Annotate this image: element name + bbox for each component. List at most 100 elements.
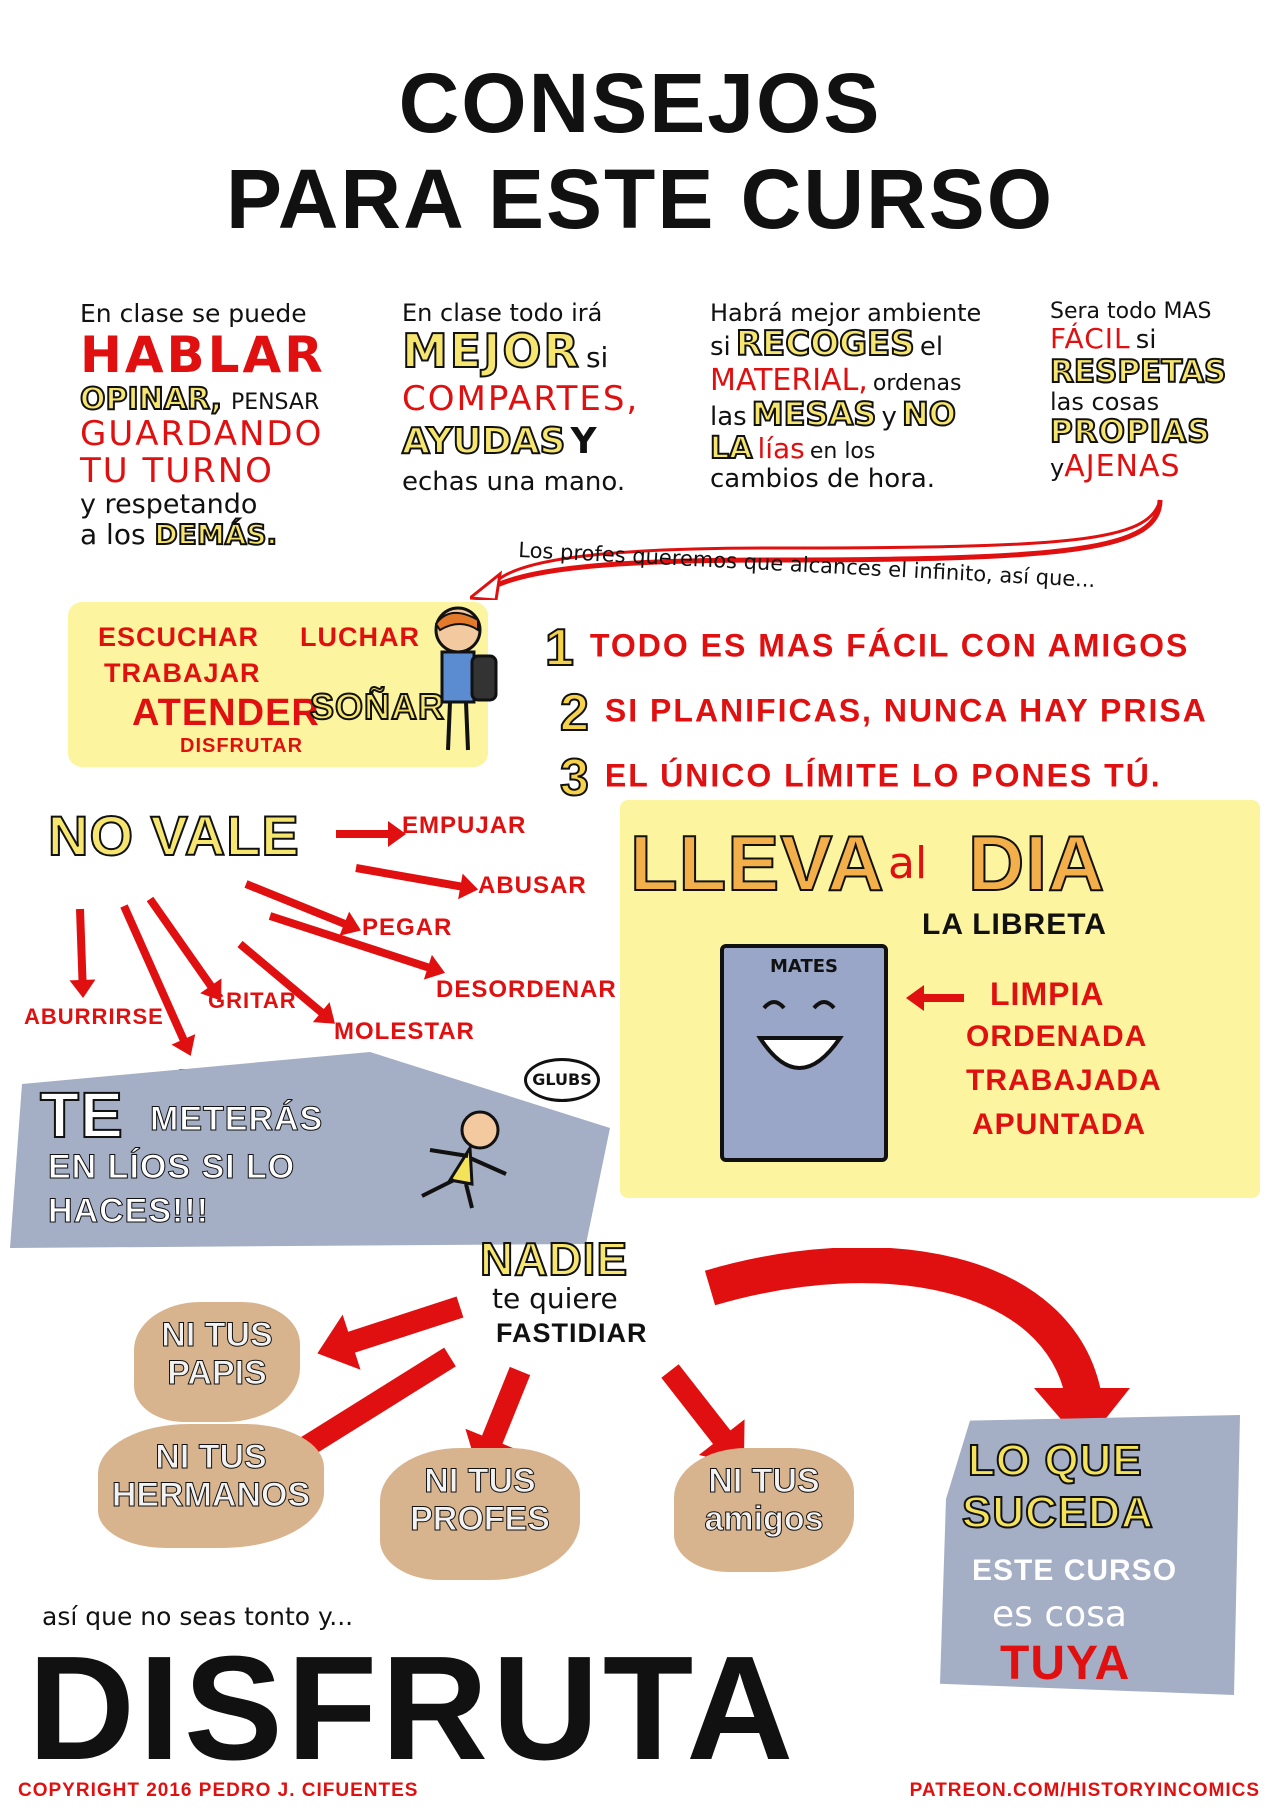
- tip-text: las cosas: [1050, 388, 1160, 417]
- rule-row: 1 TODO ES MAS FÁCIL CON AMIGOS: [544, 618, 1190, 678]
- no-vale-item: DESORDENAR: [436, 976, 617, 1003]
- blob-text: NI TUS: [424, 1462, 536, 1501]
- notebook-heading: LLEVA: [629, 818, 885, 908]
- tip-keyword: AJENAS: [1064, 448, 1181, 484]
- tip-text: y respetando: [80, 489, 258, 521]
- speech-bubble: GLUBS: [524, 1058, 600, 1102]
- notebook-quality: ORDENADA: [966, 1020, 1148, 1053]
- lo-que-text: TUYA: [1000, 1637, 1131, 1690]
- rule-number: 1: [544, 618, 576, 678]
- red-arrow-icon: [342, 1296, 464, 1355]
- footer-link[interactable]: PATREON.COM/HISTORYINCOMICS: [909, 1780, 1260, 1801]
- nadie-text: te quiere: [492, 1282, 618, 1315]
- tip-text: Sera todo MAS: [1050, 299, 1212, 324]
- big-curved-arrow-icon: [704, 1248, 1130, 1446]
- tip-keyword: MATERIAL,: [710, 362, 868, 398]
- notebook-heading: al: [888, 838, 928, 889]
- title-line-2: PARA ESTE CURSO: [225, 152, 1055, 246]
- no-vale-item: PEGAR: [362, 914, 453, 941]
- verb: LUCHAR: [300, 622, 420, 652]
- lo-que-text: ESTE CURSO: [972, 1554, 1178, 1587]
- no-vale-item: ABURRIRSE: [24, 1004, 164, 1029]
- asi-que-text: así que no seas tonto y...: [42, 1602, 354, 1631]
- rule-text: EL ÚNICO LÍMITE LO PONES TÚ.: [604, 757, 1162, 794]
- student-illustration: [434, 606, 498, 751]
- verb: ESCUCHAR: [98, 622, 260, 652]
- tip-text: Habrá mejor ambiente: [710, 299, 982, 327]
- tip-keyword: DEMÁS.: [153, 517, 278, 551]
- disfruta-heading: DISFRUTA: [28, 1626, 798, 1791]
- tip-hablar: En clase se puede HABLAR OPINAR, PENSAR …: [79, 300, 340, 551]
- verb: TRABAJAR: [104, 658, 261, 688]
- verb: DISFRUTAR: [180, 735, 304, 757]
- red-arrow-icon: [479, 1366, 531, 1450]
- tip-keyword: AYUDAS: [401, 421, 566, 463]
- tip-keyword: FÁCIL: [1050, 322, 1131, 356]
- notebook-label: MATES: [770, 956, 838, 977]
- running-kid-illustration: [421, 1110, 507, 1209]
- red-arrow-icon: [920, 994, 964, 1002]
- tip-text: ordenas: [872, 370, 962, 396]
- tip-text: PENSAR: [230, 389, 320, 415]
- notebook-quality: TRABAJADA: [966, 1064, 1162, 1097]
- tip-text: y: [1050, 453, 1065, 482]
- rule-number: 2: [559, 683, 591, 743]
- blob-text: HERMANOS: [111, 1476, 311, 1515]
- warning-text: HACES!!!: [48, 1192, 209, 1231]
- warning-text: EN LÍOS SI LO: [47, 1148, 296, 1187]
- tip-text: en los: [809, 438, 876, 464]
- footer-copyright: COPYRIGHT 2016 PEDRO J. CIFUENTES: [18, 1780, 419, 1801]
- blob-text: PROFES: [410, 1500, 551, 1539]
- curved-arrow-icon: [470, 499, 1163, 600]
- blob-amigos: NI TUS amigos: [674, 1448, 854, 1572]
- tip-text: echas una mano.: [402, 466, 626, 497]
- tip-text: si: [585, 341, 609, 375]
- tip-keyword: RESPETAS: [1049, 353, 1227, 390]
- no-vale-item: GRITAR: [208, 988, 297, 1013]
- tip-text: si: [710, 332, 731, 363]
- rule-number: 3: [559, 748, 591, 808]
- nadie-heading: NADIE: [479, 1232, 629, 1286]
- tip-text: En clase todo irá: [402, 299, 603, 327]
- lo-que-text: LO QUE: [967, 1435, 1143, 1486]
- no-vale-item: EMPUJAR: [402, 812, 527, 839]
- tip-keyword: lías: [757, 431, 805, 465]
- tip-keyword: MESAS: [751, 394, 878, 433]
- no-vale-item: ABUSAR: [478, 872, 587, 899]
- notebook-quality: APUNTADA: [972, 1108, 1147, 1141]
- blob-text: PAPIS: [167, 1354, 268, 1393]
- blob-text: NI TUS: [708, 1462, 820, 1501]
- tip-text: si: [1135, 325, 1157, 356]
- verbs-box: [68, 602, 488, 767]
- page-title: CONSEJOS PARA ESTE CURSO: [0, 55, 1280, 247]
- verb: ATENDER: [132, 692, 320, 734]
- notebook-quality: LIMPIA: [990, 976, 1105, 1012]
- rule-row: 2 SI PLANIFICAS, NUNCA HAY PRISA: [559, 683, 1208, 743]
- rule-text: TODO ES MAS FÁCIL CON AMIGOS: [589, 627, 1190, 664]
- title-line-1: CONSEJOS: [398, 56, 882, 150]
- blob-text: NI TUS: [155, 1438, 267, 1477]
- blob-profes: NI TUS PROFES: [380, 1448, 580, 1580]
- tip-keyword: LA: [709, 430, 753, 466]
- nadie-text: FASTIDIAR: [496, 1318, 648, 1348]
- lo-que-suceda-box: [940, 1415, 1240, 1695]
- tip-text: el: [919, 332, 944, 363]
- tip-mejor: En clase todo irá MEJOR si COMPARTES, AY…: [401, 299, 652, 497]
- blob-hermanos: NI TUS HERMANOS: [98, 1424, 324, 1548]
- tip-keyword: GUARDANDO: [80, 413, 324, 454]
- rule-text: SI PLANIFICAS, NUNCA HAY PRISA: [604, 692, 1208, 729]
- rule-row: 3 EL ÚNICO LÍMITE LO PONES TÚ.: [559, 748, 1162, 808]
- tip-keyword: MEJOR: [401, 324, 581, 379]
- warning-text: METERÁS: [149, 1100, 324, 1139]
- tip-keyword: COMPARTES,: [402, 378, 640, 419]
- tip-text: y: [881, 401, 897, 432]
- tip-text: Y: [570, 421, 597, 463]
- tip-keyword: OPINAR,: [79, 381, 223, 417]
- blob-text: NI TUS: [161, 1316, 273, 1355]
- tip-respetas: Sera todo MAS FÁCIL si RESPETAS las cosa…: [1049, 299, 1260, 484]
- notebook-heading: DIA: [967, 818, 1106, 908]
- blob-papis: NI TUS PAPIS: [134, 1302, 300, 1422]
- tip-keyword: TU TURNO: [80, 450, 274, 491]
- lo-que-text: SUCEDA: [961, 1487, 1154, 1538]
- red-arrow-icon: [336, 821, 406, 847]
